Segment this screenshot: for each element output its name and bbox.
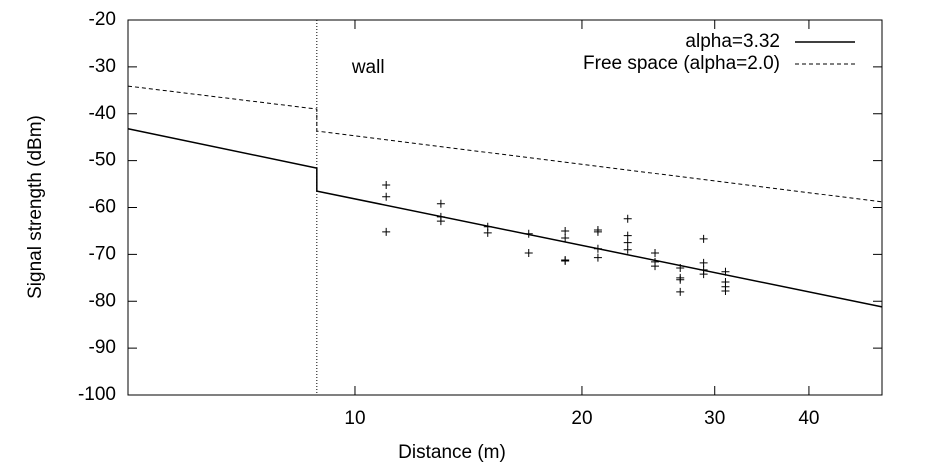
series-line <box>127 85 883 203</box>
point <box>436 217 445 226</box>
point <box>382 227 391 236</box>
point <box>593 227 602 236</box>
point <box>623 245 632 254</box>
point <box>676 287 685 296</box>
y-tick-label: -60 <box>89 197 116 218</box>
point <box>623 214 632 223</box>
point <box>561 233 570 242</box>
point <box>699 234 708 243</box>
x-tick-label: 10 <box>344 408 365 429</box>
point <box>561 226 570 235</box>
legend-label: Free space (alpha=2.0) <box>583 53 780 74</box>
point <box>623 231 632 240</box>
point <box>651 262 660 271</box>
x-tick-label: 40 <box>798 408 819 429</box>
series-line <box>127 128 883 308</box>
legend-label: alpha=3.32 <box>685 31 780 52</box>
point <box>483 228 492 237</box>
y-tick-label: -100 <box>78 384 116 405</box>
annotation: wall <box>351 57 385 78</box>
y-axis-title: Signal strength (dBm) <box>25 115 46 299</box>
y-tick-label: -30 <box>89 56 116 77</box>
point <box>676 263 685 272</box>
y-tick-label: -50 <box>89 150 116 171</box>
point <box>593 253 602 262</box>
point <box>436 199 445 208</box>
point <box>721 267 730 276</box>
point <box>593 244 602 253</box>
x-tick-label: 20 <box>571 408 592 429</box>
point <box>721 286 730 295</box>
point <box>382 181 391 189</box>
point <box>676 275 685 284</box>
y-tick-label: -70 <box>89 243 116 264</box>
y-tick-label: -20 <box>89 9 116 30</box>
y-tick-label: -40 <box>89 103 116 124</box>
point <box>623 238 632 247</box>
point <box>699 270 708 279</box>
point <box>382 192 391 201</box>
point <box>524 248 533 257</box>
y-tick-label: -90 <box>89 337 116 358</box>
point <box>651 248 660 257</box>
y-tick-label: -80 <box>89 290 116 311</box>
x-tick-label: 30 <box>704 408 725 429</box>
x-axis-title: Distance (m) <box>398 442 506 463</box>
plot-frame <box>127 19 883 396</box>
point <box>524 229 533 238</box>
point <box>561 256 570 265</box>
point <box>699 258 708 267</box>
